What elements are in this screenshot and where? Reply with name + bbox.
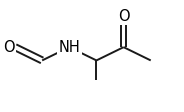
Text: NH: NH <box>59 40 80 55</box>
Text: O: O <box>3 40 15 55</box>
Text: O: O <box>118 9 129 24</box>
Text: NH: NH <box>59 40 80 55</box>
